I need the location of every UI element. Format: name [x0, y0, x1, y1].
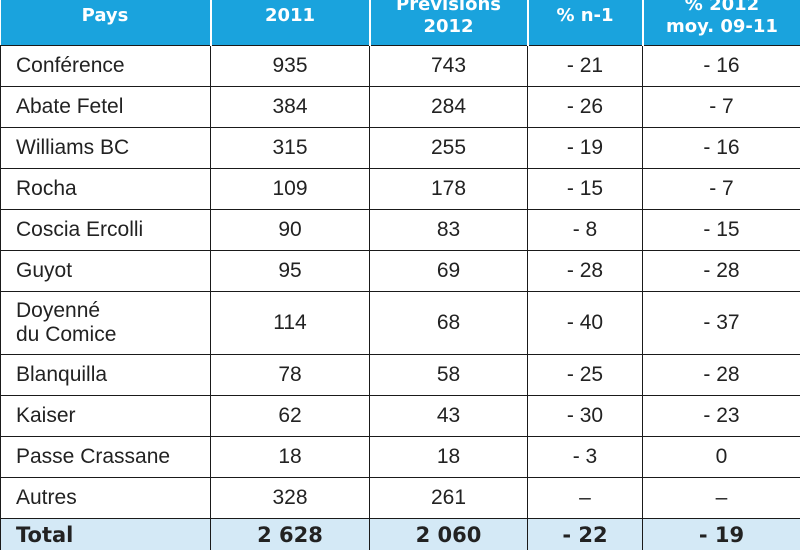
table-row: Coscia Ercolli 90 83 - 8 - 15: [0, 209, 800, 251]
row-2011: 328: [210, 477, 370, 519]
row-2012: 284: [369, 86, 528, 128]
total-name: Total: [0, 518, 211, 550]
total-pct-n1: - 22: [527, 518, 643, 550]
row-pct-moy: - 37: [642, 291, 800, 355]
header-pct-2012-moy: % 2012 moy. 09-11: [641, 0, 800, 46]
row-pct-n1: - 25: [527, 354, 643, 396]
table-header: Pays 2011 Prévisions 2012 % n-1 % 2012 m…: [0, 0, 800, 46]
row-2011: 95: [210, 250, 370, 292]
total-row: Total 2 628 2 060 - 22 - 19: [0, 518, 800, 550]
row-name: Autres: [0, 477, 211, 519]
row-pct-n1: - 19: [527, 127, 643, 169]
total-2011: 2 628: [210, 518, 370, 550]
row-name: Williams BC: [0, 127, 211, 169]
row-pct-n1: - 40: [527, 291, 643, 355]
table-row: Abate Fetel 384 284 - 26 - 7: [0, 86, 800, 128]
row-pct-moy: - 23: [642, 395, 800, 437]
table-row: Rocha 109 178 - 15 - 7: [0, 168, 800, 210]
row-2011: 935: [210, 45, 370, 87]
table-row: Kaiser 62 43 - 30 - 23: [0, 395, 800, 437]
row-name: Abate Fetel: [0, 86, 211, 128]
header-pays: Pays: [0, 0, 212, 46]
row-2012: 58: [369, 354, 528, 396]
table-row: Conférence 935 743 - 21 - 16: [0, 45, 800, 87]
table-row: Doyenné du Comice 114 68 - 40 - 37: [0, 291, 800, 355]
row-2012: 743: [369, 45, 528, 87]
row-pct-moy: - 16: [642, 127, 800, 169]
header-row: Pays 2011 Prévisions 2012 % n-1 % 2012 m…: [0, 0, 800, 46]
row-2011: 109: [210, 168, 370, 210]
row-2011: 384: [210, 86, 370, 128]
row-pct-n1: - 26: [527, 86, 643, 128]
row-name: Passe Crassane: [0, 436, 211, 478]
row-2012: 18: [369, 436, 528, 478]
row-pct-moy: - 7: [642, 168, 800, 210]
row-pct-n1: - 28: [527, 250, 643, 292]
table-row: Autres 328 261 – –: [0, 477, 800, 519]
row-2012: 83: [369, 209, 528, 251]
row-2012: 261: [369, 477, 528, 519]
row-pct-n1: –: [527, 477, 643, 519]
table-body: Conférence 935 743 - 21 - 16 Abate Fetel…: [0, 45, 800, 550]
row-name: Coscia Ercolli: [0, 209, 211, 251]
row-pct-n1: - 8: [527, 209, 643, 251]
row-pct-n1: - 21: [527, 45, 643, 87]
row-pct-moy: 0: [642, 436, 800, 478]
table-row: Guyot 95 69 - 28 - 28: [0, 250, 800, 292]
row-name: Doyenné du Comice: [0, 291, 211, 355]
row-pct-n1: - 30: [527, 395, 643, 437]
row-name-line1: Doyenné: [16, 299, 101, 322]
total-pct-moy: - 19: [642, 518, 800, 550]
row-2011: 315: [210, 127, 370, 169]
total-2012: 2 060: [369, 518, 528, 550]
row-pct-moy: - 15: [642, 209, 800, 251]
row-2011: 18: [210, 436, 370, 478]
row-2011: 78: [210, 354, 370, 396]
row-pct-moy: - 28: [642, 354, 800, 396]
row-2012: 178: [369, 168, 528, 210]
row-pct-moy: –: [642, 477, 800, 519]
header-previsions-2012: Prévisions 2012: [368, 0, 529, 46]
row-pct-moy: - 28: [642, 250, 800, 292]
row-name: Rocha: [0, 168, 211, 210]
row-2011: 114: [210, 291, 370, 355]
row-pct-moy: - 16: [642, 45, 800, 87]
row-name: Kaiser: [0, 395, 211, 437]
row-2012: 255: [369, 127, 528, 169]
row-name-line2: du Comice: [16, 323, 117, 346]
row-name: Guyot: [0, 250, 211, 292]
row-2012: 69: [369, 250, 528, 292]
table-row: Passe Crassane 18 18 - 3 0: [0, 436, 800, 478]
row-2012: 43: [369, 395, 528, 437]
header-2011: 2011: [209, 0, 371, 46]
row-name: Conférence: [0, 45, 211, 87]
row-2012: 68: [369, 291, 528, 355]
table-row: Blanquilla 78 58 - 25 - 28: [0, 354, 800, 396]
table-row: Williams BC 315 255 - 19 - 16: [0, 127, 800, 169]
header-pct-n1: % n-1: [526, 0, 644, 46]
row-2011: 90: [210, 209, 370, 251]
row-name: Blanquilla: [0, 354, 211, 396]
row-pct-n1: - 15: [527, 168, 643, 210]
row-pct-moy: - 7: [642, 86, 800, 128]
row-2011: 62: [210, 395, 370, 437]
row-pct-n1: - 3: [527, 436, 643, 478]
